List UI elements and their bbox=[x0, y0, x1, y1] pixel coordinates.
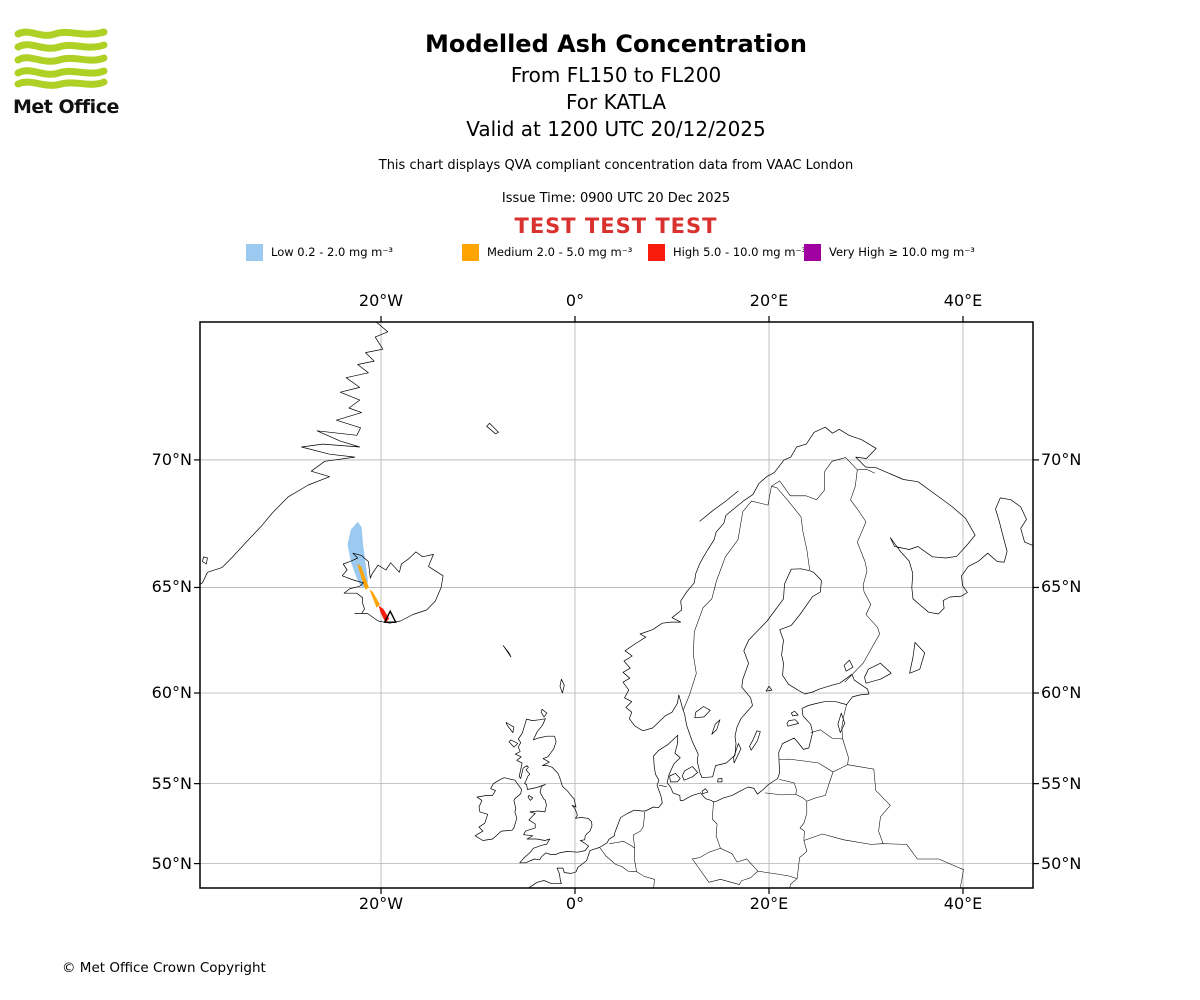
coastlines bbox=[200, 322, 1033, 888]
legend-label-medium: Medium 2.0 - 5.0 mg m⁻³ bbox=[487, 245, 633, 259]
axis-ticks bbox=[194, 316, 1039, 894]
lon-label-bottom: 20°W bbox=[358, 894, 404, 913]
country-borders bbox=[599, 457, 964, 888]
title-block: Modelled Ash Concentration From FL150 to… bbox=[183, 0, 1049, 240]
met-office-logo-text: Met Office bbox=[13, 96, 119, 118]
lat-label-right: 55°N bbox=[1041, 773, 1082, 793]
legend-item-very-high: Very High ≥ 10.0 mg m⁻³ bbox=[804, 243, 975, 261]
lon-label-top: 0° bbox=[565, 291, 585, 310]
legend-item-low: Low 0.2 - 2.0 mg m⁻³ bbox=[246, 243, 393, 261]
volcano-line: For KATLA bbox=[566, 90, 666, 114]
lat-label-left: 70°N bbox=[151, 449, 192, 469]
lon-label-bottom: 40°E bbox=[943, 894, 983, 913]
lat-label-right: 65°N bbox=[1041, 577, 1082, 597]
gridlines bbox=[200, 322, 1033, 888]
lon-label-bottom: 20°E bbox=[749, 894, 789, 913]
lat-label-right: 50°N bbox=[1041, 853, 1082, 873]
lat-label-left: 60°N bbox=[151, 683, 192, 702]
lon-label-top: 20°W bbox=[358, 291, 404, 310]
met-office-logo-waves bbox=[14, 28, 108, 89]
lat-label-left: 65°N bbox=[151, 577, 192, 597]
issue-time: Issue Time: 0900 UTC 20 Dec 2025 bbox=[501, 191, 731, 206]
copyright-notice: © Met Office Crown Copyright bbox=[62, 960, 266, 976]
legend-swatch-low bbox=[246, 243, 263, 261]
valid-time-line: Valid at 1200 UTC 20/12/2025 bbox=[466, 117, 766, 141]
legend-swatch-very-high bbox=[804, 243, 821, 261]
qva-note: This chart displays QVA compliant concen… bbox=[378, 158, 854, 173]
lon-label-bottom: 0° bbox=[565, 894, 585, 913]
lat-label-left: 50°N bbox=[151, 853, 192, 873]
legend-label-low: Low 0.2 - 2.0 mg m⁻³ bbox=[271, 245, 394, 259]
map-canvas bbox=[194, 316, 1039, 894]
ash-plume-medium bbox=[369, 589, 380, 608]
test-banner: TEST TEST TEST bbox=[514, 214, 718, 238]
map-layers bbox=[200, 322, 1033, 888]
lon-label-top: 40°E bbox=[943, 291, 983, 310]
map-frame bbox=[199, 321, 1034, 889]
legend-label-very-high: Very High ≥ 10.0 mg m⁻³ bbox=[829, 245, 975, 259]
legend-item-high: High 5.0 - 10.0 mg m⁻³ bbox=[648, 243, 806, 261]
legend-label-high: High 5.0 - 10.0 mg m⁻³ bbox=[673, 245, 807, 259]
ash-plume-high bbox=[378, 605, 390, 623]
chart-title: Modelled Ash Concentration bbox=[425, 30, 807, 58]
lat-label-right: 70°N bbox=[1041, 449, 1082, 469]
legend-swatch-high bbox=[648, 243, 665, 261]
ash-plume-medium bbox=[357, 564, 369, 590]
legend-swatch-medium bbox=[462, 243, 479, 261]
lon-label-top: 20°E bbox=[749, 291, 789, 310]
lat-label-right: 60°N bbox=[1041, 683, 1082, 702]
met-office-logo: Met Office bbox=[13, 26, 133, 118]
lat-label-left: 55°N bbox=[151, 773, 192, 793]
volcano-marker bbox=[383, 609, 397, 623]
flight-level-line: From FL150 to FL200 bbox=[510, 63, 722, 87]
ash-plume bbox=[347, 521, 390, 623]
legend-item-medium: Medium 2.0 - 5.0 mg m⁻³ bbox=[462, 243, 632, 261]
